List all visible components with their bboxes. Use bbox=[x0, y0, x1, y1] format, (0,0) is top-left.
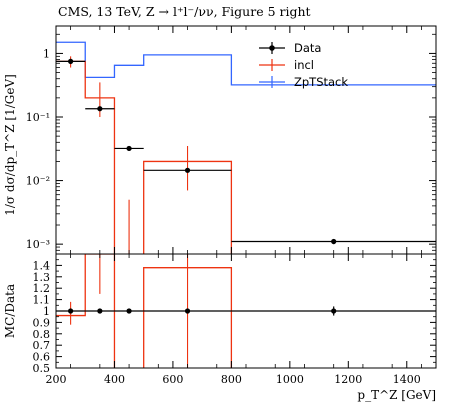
main-data-point bbox=[97, 106, 103, 112]
main-data-point bbox=[331, 238, 337, 245]
ratio-y-tick-label: 0.5 bbox=[33, 362, 51, 375]
ratio-y-tick-label: 1.1 bbox=[33, 294, 51, 307]
ratio-data-point bbox=[68, 308, 74, 314]
main-zptstack-step-line bbox=[56, 41, 436, 86]
x-tick-label: 600 bbox=[162, 373, 183, 386]
x-tick-label: 800 bbox=[221, 373, 242, 386]
main-y-tick-label: 1 bbox=[43, 47, 50, 60]
ratio-y-tick-label: 0.7 bbox=[33, 339, 51, 352]
legend-data-label: Data bbox=[294, 41, 321, 55]
ratio-data-point bbox=[97, 308, 103, 314]
x-tick-label: 1000 bbox=[276, 373, 304, 386]
x-tick-label: 400 bbox=[104, 373, 125, 386]
ratio-y-tick-label: 0.8 bbox=[33, 328, 51, 341]
main-data-point bbox=[126, 145, 132, 152]
legend-incl-label: incl bbox=[294, 58, 314, 72]
main-data-point bbox=[68, 58, 74, 64]
x-axis-title: p_T^Z [GeV] bbox=[357, 388, 436, 402]
main-y-tick-label: 10⁻¹ bbox=[26, 111, 50, 124]
ratio-data-point bbox=[331, 308, 337, 314]
main-panel: 10⁻³ 10⁻² 10⁻¹ 1 Data incl ZpTStack bbox=[26, 25, 437, 255]
main-y-axis-title: 1/σ dσ/dp_T^Z [1/GeV] bbox=[3, 74, 17, 216]
ratio-data-point bbox=[126, 308, 132, 314]
ratio-y-tick-label: 1.3 bbox=[33, 271, 51, 284]
main-y-tick-label: 10⁻³ bbox=[26, 238, 50, 251]
legend: Data incl ZpTStack bbox=[259, 41, 348, 89]
ratio-y-tick-label: 1.2 bbox=[33, 282, 51, 295]
ratio-data-point bbox=[184, 308, 191, 314]
main-y-tick-label: 10⁻² bbox=[26, 175, 50, 188]
ratio-panel: 0.50.60.70.80.911.11.21.31.4 200 400 600 800… bbox=[33, 253, 437, 386]
ratio-incl-step-line bbox=[56, 254, 233, 368]
ratio-y-tick-label: 0.6 bbox=[33, 351, 51, 364]
plot-title: CMS, 13 TeV, Z → l⁺l⁻/νν, Figure 5 right bbox=[58, 4, 311, 19]
main-plot-frame bbox=[55, 25, 437, 255]
x-tick-label: 200 bbox=[46, 373, 67, 386]
legend-zptstack-label: ZpTStack bbox=[294, 75, 348, 89]
x-tick-label: 1200 bbox=[334, 373, 362, 386]
x-tick-label: 1400 bbox=[393, 373, 421, 386]
ratio-y-tick-label: 1.4 bbox=[33, 259, 51, 272]
main-incl-step-line bbox=[56, 60, 233, 254]
ratio-y-tick-label: 0.9 bbox=[33, 316, 51, 329]
ratio-y-tick-label: 1 bbox=[43, 305, 50, 318]
legend-data-marker-point bbox=[269, 45, 275, 51]
ratio-plot-frame bbox=[55, 253, 437, 369]
ratio-y-axis-title: MC/Data bbox=[3, 284, 17, 338]
main-data-point bbox=[184, 167, 191, 173]
